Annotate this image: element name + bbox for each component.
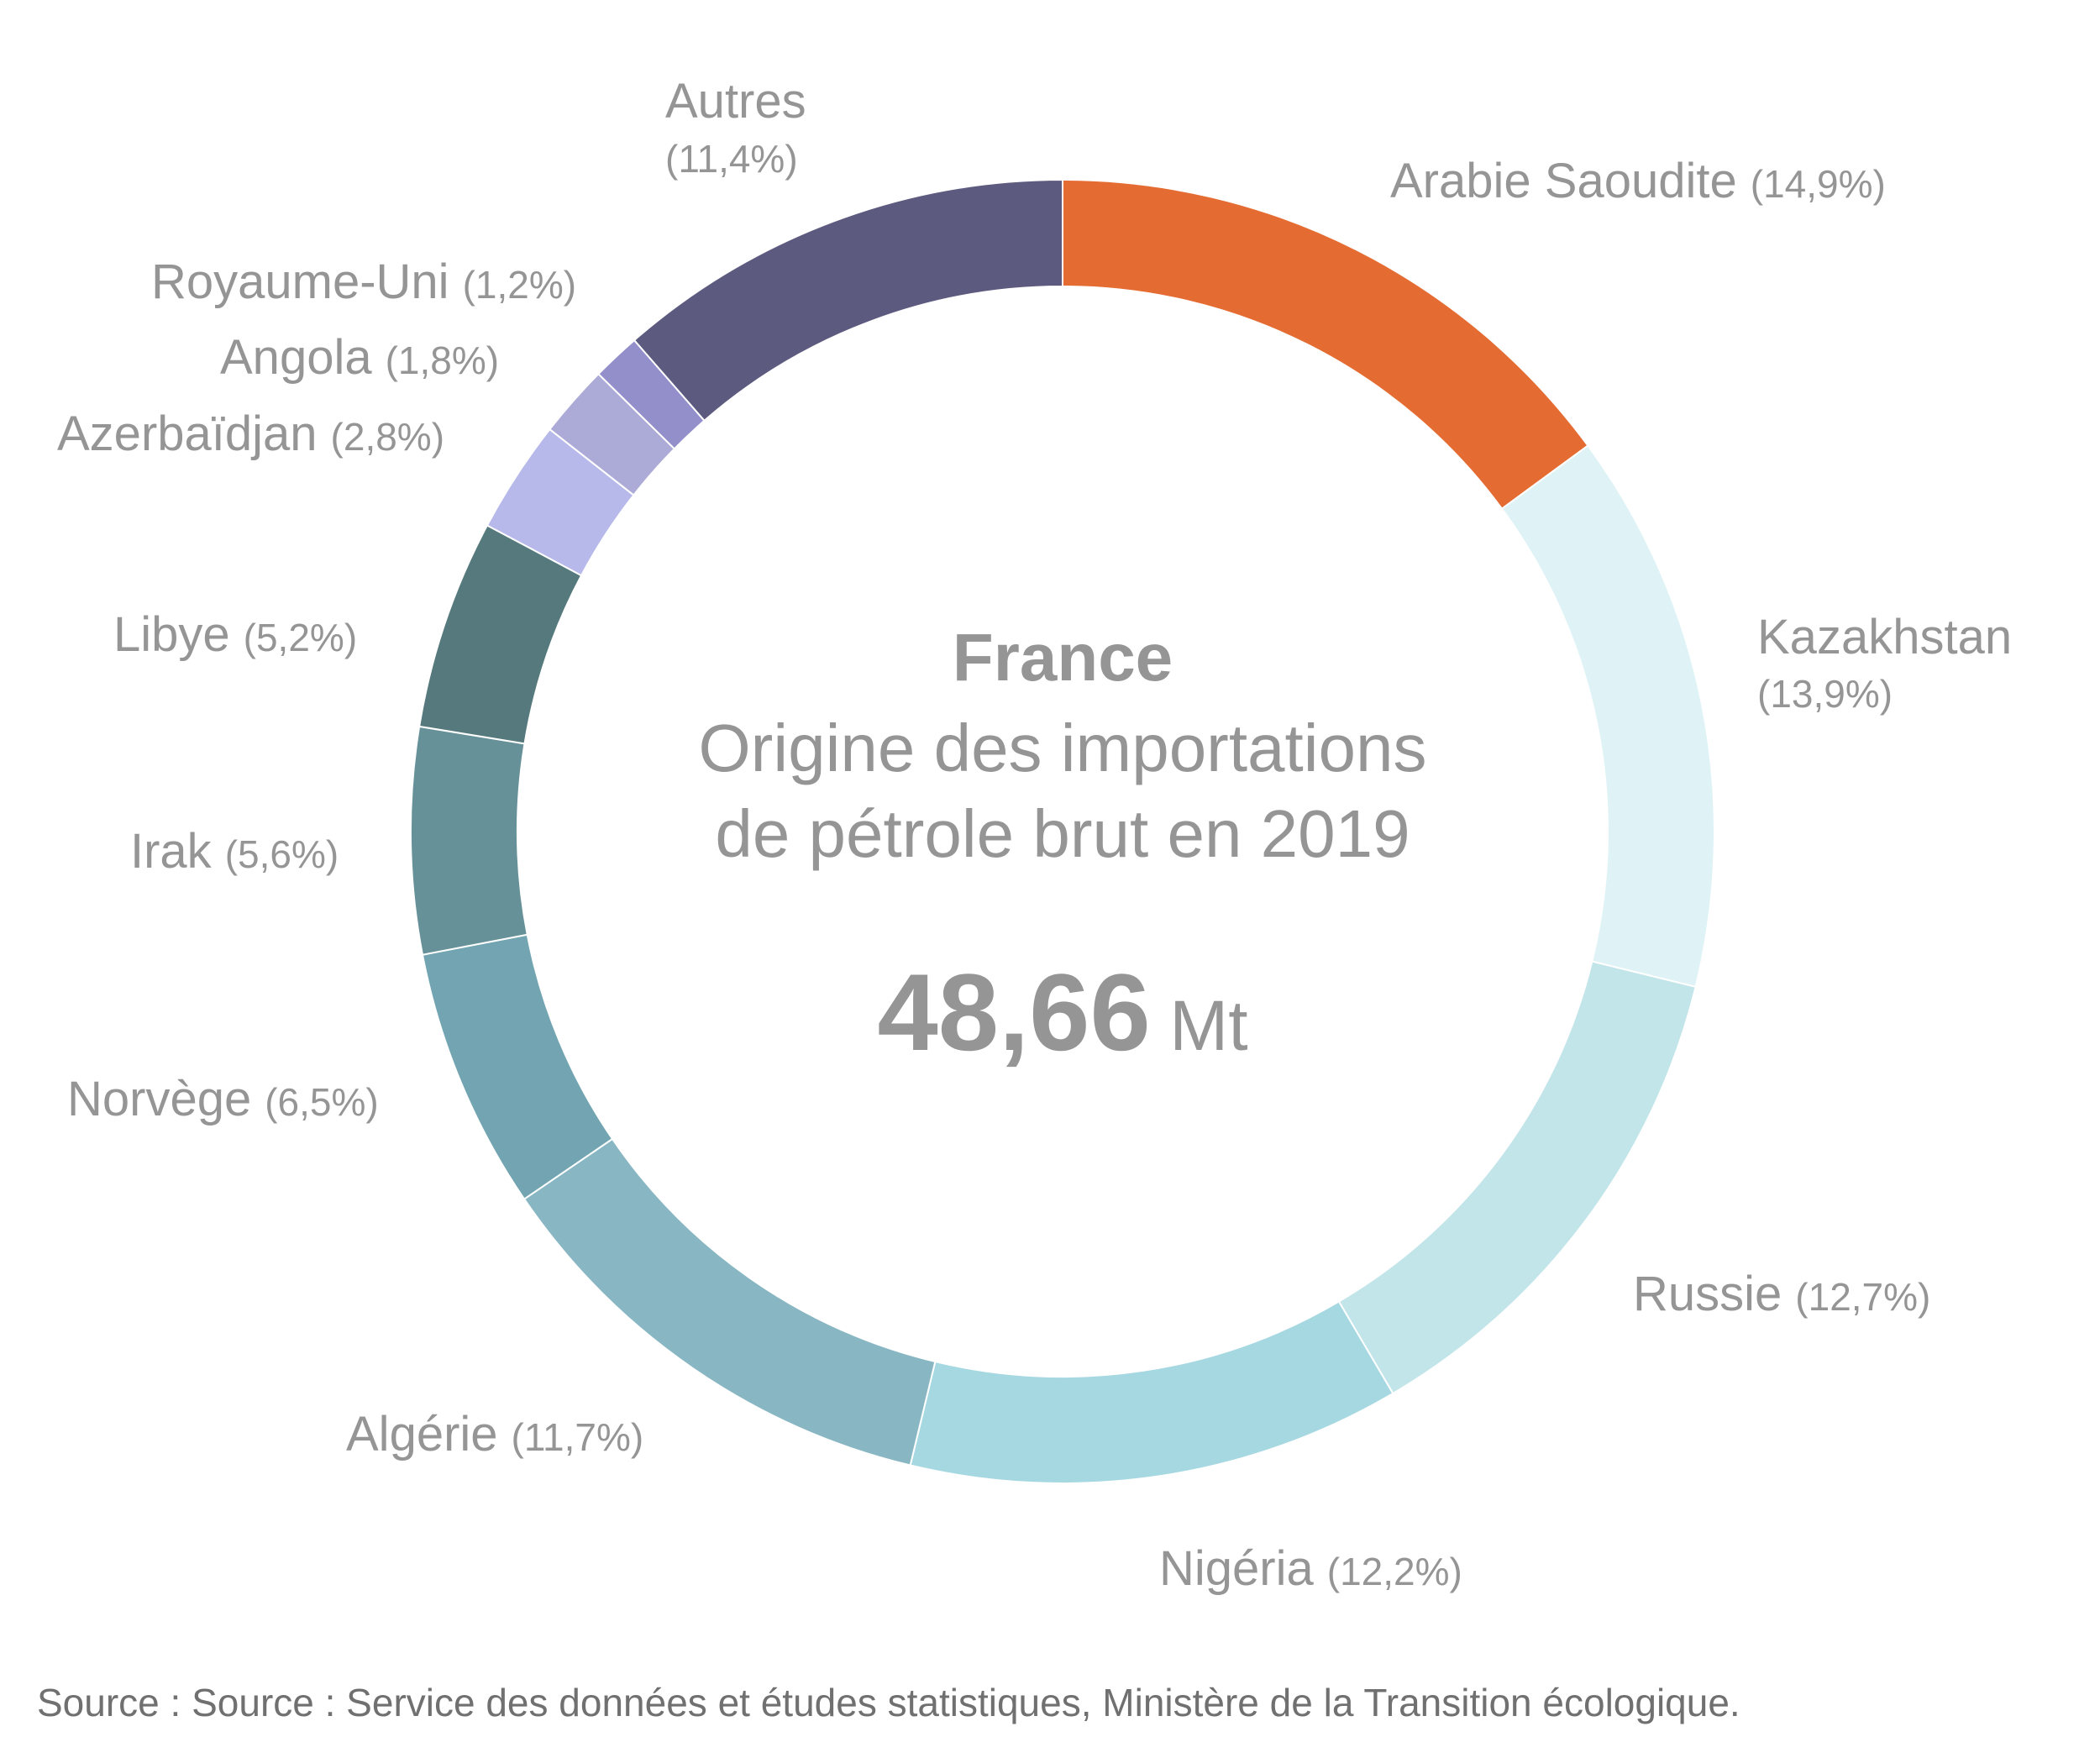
label-name-russie: Russie bbox=[1633, 1267, 1782, 1321]
label-name-alg-rie: Algérie bbox=[346, 1407, 498, 1462]
label-kazakhstan: Kazakhstan (13,9%) bbox=[1757, 610, 2012, 716]
label-pct-kazakhstan: (13,9%) bbox=[1757, 672, 1893, 716]
donut-slices bbox=[410, 178, 1715, 1485]
label-pct-irak: (5,6%) bbox=[225, 832, 339, 876]
label-pct-norv-ge: (6,5%) bbox=[265, 1080, 378, 1124]
label-alg-rie: Algérie (11,7%) bbox=[346, 1407, 643, 1462]
slice-autres bbox=[633, 178, 1063, 422]
label-name-royaume-uni: Royaume-Uni bbox=[151, 255, 449, 309]
label-pct-azerba-djan: (2,8%) bbox=[331, 415, 444, 459]
label-name-angola: Angola bbox=[220, 330, 372, 385]
label-arabie-saoudite: Arabie Saoudite (14,9%) bbox=[1390, 154, 1886, 208]
center-title-line-2: de pétrole brut en 2019 bbox=[715, 796, 1410, 871]
label-pct-royaume-uni: (1,2%) bbox=[463, 263, 576, 307]
label-name-arabie-saoudite: Arabie Saoudite bbox=[1390, 154, 1737, 208]
source-note: Source : Source : Service des données et… bbox=[37, 1681, 1740, 1724]
label-azerba-djan: Azerbaïdjan (2,8%) bbox=[57, 407, 444, 461]
center-unit: Mt bbox=[1169, 986, 1247, 1065]
label-pct-russie: (12,7%) bbox=[1795, 1275, 1930, 1319]
slice-russie bbox=[1337, 960, 1697, 1395]
label-royaume-uni: Royaume-Uni (1,2%) bbox=[151, 255, 576, 309]
label-autres: Autres (11,4%) bbox=[665, 74, 806, 181]
label-irak: Irak (5,6%) bbox=[130, 824, 339, 879]
label-pct-alg-rie: (11,7%) bbox=[512, 1415, 644, 1459]
label-name-azerba-djan: Azerbaïdjan bbox=[57, 407, 318, 461]
label-name-libye: Libye bbox=[113, 607, 230, 662]
label-name-norv-ge: Norvège bbox=[67, 1072, 251, 1126]
slice-arabie-saoudite bbox=[1062, 178, 1589, 511]
label-libye: Libye (5,2%) bbox=[113, 607, 357, 662]
center-total-line: 48,66 Mt bbox=[877, 951, 1247, 1073]
slice-kazakhstan bbox=[1500, 444, 1715, 989]
label-nig-ria: Nigéria (12,2%) bbox=[1159, 1541, 1462, 1596]
label-name-nig-ria: Nigéria bbox=[1159, 1541, 1314, 1596]
center-block: France Origine des importations de pétro… bbox=[698, 620, 1426, 1073]
label-name-autres: Autres bbox=[665, 74, 806, 129]
center-title-line-1: Origine des importations bbox=[698, 711, 1426, 785]
label-pct-nig-ria: (12,2%) bbox=[1327, 1550, 1462, 1593]
slice-irak bbox=[410, 725, 528, 956]
label-pct-angola: (1,8%) bbox=[386, 338, 499, 382]
slice-labels: Arabie Saoudite (14,9%) Kazakhstan (13,9%) R… bbox=[57, 74, 2012, 1596]
label-russie: Russie (12,7%) bbox=[1633, 1267, 1930, 1321]
label-pct-autres: (11,4%) bbox=[665, 137, 798, 181]
label-name-kazakhstan: Kazakhstan bbox=[1757, 610, 2012, 664]
slice-nig-ria bbox=[909, 1300, 1394, 1485]
center-total: 48,66 bbox=[877, 951, 1150, 1073]
label-pct-libye: (5,2%) bbox=[244, 616, 357, 659]
label-name-irak: Irak bbox=[130, 824, 213, 879]
label-norv-ge: Norvège (6,5%) bbox=[67, 1072, 379, 1126]
label-angola: Angola (1,8%) bbox=[220, 330, 499, 385]
label-pct-arabie-saoudite: (14,9%) bbox=[1751, 162, 1886, 206]
center-country: France bbox=[953, 620, 1173, 695]
